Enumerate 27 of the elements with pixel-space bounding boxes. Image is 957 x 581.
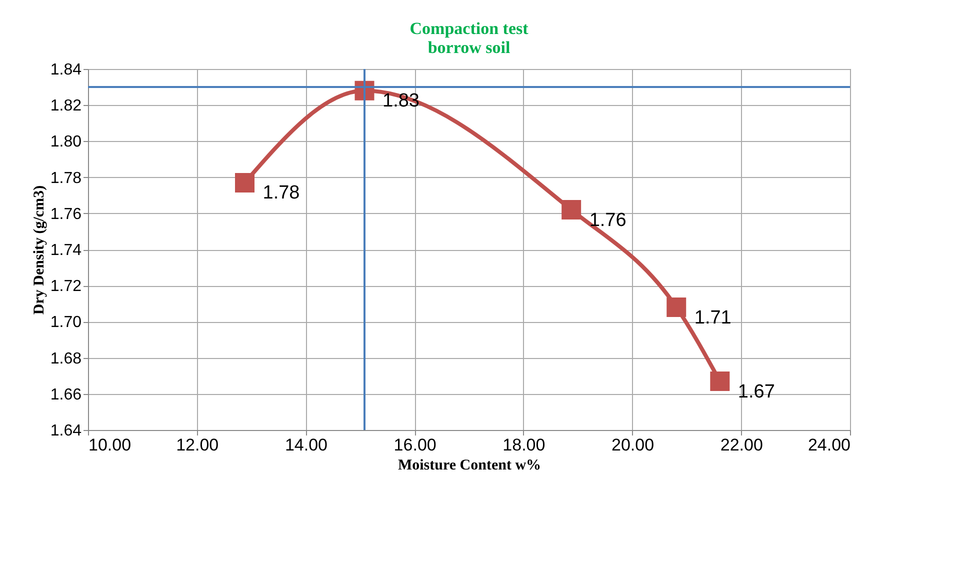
y-tick-label: 1.70 xyxy=(50,314,82,332)
text: Compaction test xyxy=(410,19,528,38)
y-tick-label: 1.84 xyxy=(50,62,82,78)
x-axis-title: Moisture Content w% xyxy=(398,458,542,474)
y-tick-label: 1.64 xyxy=(50,422,82,440)
y-tick-label: 1.66 xyxy=(50,386,82,404)
y-tick-label: 1.76 xyxy=(50,206,82,223)
y-axis-title: Dry Density (g/cm3) xyxy=(31,185,48,315)
x-tick-label: 22.00 xyxy=(720,436,763,454)
y-tick-label: 1.74 xyxy=(50,242,82,259)
y-tick-label: 1.72 xyxy=(50,278,82,296)
data-label: 1.76 xyxy=(589,210,626,231)
y-tick-label: 1.80 xyxy=(50,134,82,151)
y-tick-label: 1.78 xyxy=(50,170,82,187)
x-tick-label: 20.00 xyxy=(612,436,654,454)
x-tick-label: 24.00 xyxy=(808,436,850,454)
data-label: 1.78 xyxy=(262,182,300,204)
text: borrow soil xyxy=(428,38,510,57)
y-tick-label: 1.68 xyxy=(50,350,82,368)
x-tick-label: 16.00 xyxy=(394,436,436,454)
x-tick-label: 12.00 xyxy=(176,436,219,454)
x-tick-label: 10.00 xyxy=(88,436,132,454)
data-label: 1.67 xyxy=(738,381,775,402)
y-tick-label: 1.82 xyxy=(50,98,82,115)
x-tick-label: 18.00 xyxy=(502,436,546,454)
data-label: 1.71 xyxy=(694,307,732,328)
x-tick-label: 14.00 xyxy=(284,436,328,454)
